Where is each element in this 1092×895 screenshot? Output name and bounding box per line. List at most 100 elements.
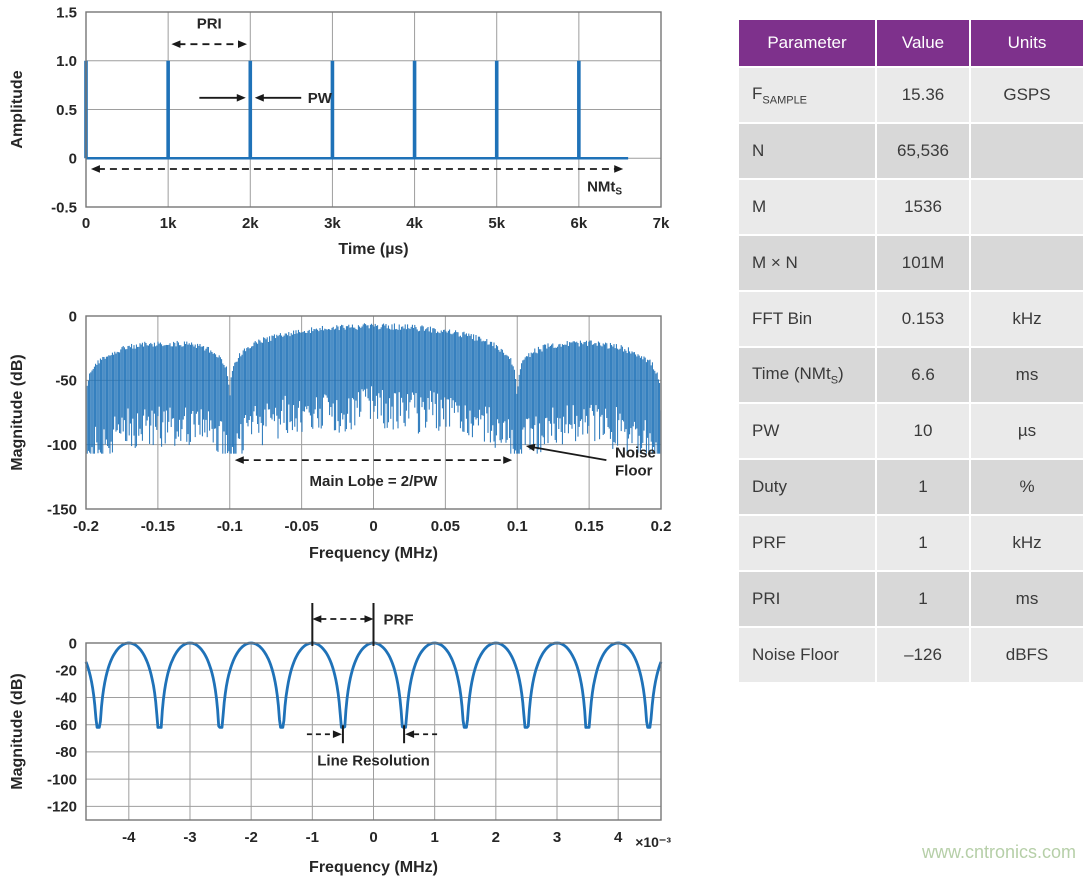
column-header-value: Value <box>877 20 969 66</box>
pulse-spectrum-svg: -0.2 -0.15 -0.1 -0.05 0 0.05 0.1 0.15 0.2 0 -50 -10… <box>9 308 672 562</box>
column-header-parameter: Parameter <box>739 20 875 66</box>
chart-pulse-spectrum: -0.2 -0.15 -0.1 -0.05 0 0.05 0.1 0.15 0.2 0 -50 -10… <box>6 296 706 588</box>
table-row: Time (NMtS) 6.6 ms <box>739 348 1083 402</box>
x-tick-label: 0 <box>369 518 377 535</box>
param-cell: PW <box>739 404 875 458</box>
x-tick-label: 0.15 <box>575 518 604 535</box>
annotations: PRI PW NMtS <box>90 16 624 197</box>
watermark: www.cntronics.com <box>921 842 1076 862</box>
annotation-label: NMtS <box>587 178 622 197</box>
value-cell: –126 <box>877 628 969 682</box>
param-cell: Duty <box>739 460 875 514</box>
y-tick-label: 1.0 <box>56 53 77 70</box>
x-tick-label: -1 <box>306 829 319 846</box>
x-tick-label: -0.1 <box>217 518 243 535</box>
table-row: PRI 1 ms <box>739 572 1083 626</box>
value-cell: 1 <box>877 516 969 570</box>
x-tick-label: 0 <box>82 215 90 232</box>
x-tick-label: 2k <box>242 215 259 232</box>
param-cell: PRI <box>739 572 875 626</box>
value-cell: 1 <box>877 572 969 626</box>
y-tick-label: -20 <box>55 662 77 679</box>
y-tick-label: -0.5 <box>51 199 77 216</box>
chart-pulse-train: 0 1k 2k 3k 4k 5k 6k 7k 1.5 1.0 0.5 0 -0.5 Time (µs) Am… <box>6 0 706 289</box>
value-cell: 10 <box>877 404 969 458</box>
arrowhead <box>364 615 374 623</box>
arrowhead <box>90 165 100 173</box>
x-tick-label: -0.2 <box>73 518 99 535</box>
value-cell: 1 <box>877 460 969 514</box>
value-cell: 1536 <box>877 180 969 234</box>
y-tick-label: -100 <box>47 437 77 454</box>
units-cell: kHz <box>971 292 1083 346</box>
subscript: SAMPLE <box>762 94 808 107</box>
y-tick-label: -50 <box>55 373 77 390</box>
y-tick-label: 0 <box>69 635 77 652</box>
x-tick-label: 1 <box>430 829 438 846</box>
table-row: Noise Floor –126 dBFS <box>739 628 1083 682</box>
pulse-spectrum-series <box>85 323 662 455</box>
arrowhead <box>614 165 624 173</box>
chart-spectral-lines: -4 -3 -2 -1 0 1 2 3 4 0 -20 -40 -60 -80 -100 -120 Freque… <box>6 588 706 893</box>
y-tick-label: 0.5 <box>56 102 77 119</box>
x-axis-label: Frequency (MHz) <box>309 859 438 876</box>
column-header-units: Units <box>971 20 1083 66</box>
x-tick-label: 0.05 <box>431 518 460 535</box>
y-tick-label: 0 <box>69 308 77 325</box>
parameter-table: Parameter Value Units FSAMPLE 15.36 GSPS N 65,5… <box>737 18 1085 684</box>
x-tick-label: 1k <box>160 215 177 232</box>
x-tick-label: 0.2 <box>651 518 672 535</box>
table-row: FSAMPLE 15.36 GSPS <box>739 68 1083 122</box>
y-tick-label: -60 <box>55 717 77 734</box>
table-row: PW 10 µs <box>739 404 1083 458</box>
units-cell: dBFS <box>971 628 1083 682</box>
units-cell <box>971 124 1083 178</box>
param-cell: PRF <box>739 516 875 570</box>
x-tick-label: -4 <box>122 829 136 846</box>
x-tick-label: 0 <box>369 829 377 846</box>
table-row: M 1536 <box>739 180 1083 234</box>
table-header-row: Parameter Value Units <box>739 20 1083 66</box>
param-cell: M <box>739 180 875 234</box>
y-tick-label: 1.5 <box>56 4 77 21</box>
arrowhead <box>405 730 415 739</box>
x-axis-label: Frequency (MHz) <box>309 545 438 562</box>
arrowhead <box>236 94 246 102</box>
plot-frame <box>85 11 662 208</box>
x-tick-label: 5k <box>488 215 505 232</box>
arrowhead <box>234 456 244 464</box>
tick-labels: -4 -3 -2 -1 0 1 2 3 4 0 -20 -40 -60 -80 -100 -120 <box>47 635 623 846</box>
x-tick-label: -0.15 <box>141 518 175 535</box>
units-cell: ms <box>971 572 1083 626</box>
param-cell: FSAMPLE <box>739 68 875 122</box>
table-row: Duty 1% <box>739 460 1083 514</box>
grid <box>86 642 661 820</box>
y-axis-label: Amplitude <box>9 70 26 148</box>
y-axis-label: Magnitude (dB) <box>9 673 26 789</box>
plot-frame <box>85 315 662 510</box>
x-tick-label: 4k <box>406 215 423 232</box>
subscript: S <box>830 374 839 387</box>
param-cell: FFT Bin <box>739 292 875 346</box>
units-cell: GSPS <box>971 68 1083 122</box>
arrowhead <box>525 443 536 452</box>
x-axis-label: Time (µs) <box>338 241 408 258</box>
value-cell: 0.153 <box>877 292 969 346</box>
table-row: M × N 101M <box>739 236 1083 290</box>
annotation-label: Main Lobe = 2/PW <box>310 473 439 490</box>
value-cell: 65,536 <box>877 124 969 178</box>
units-cell: kHz <box>971 516 1083 570</box>
table-row: N 65,536 <box>739 124 1083 178</box>
y-tick-label: -150 <box>47 501 77 518</box>
y-tick-label: -80 <box>55 744 77 761</box>
param-cell: M × N <box>739 236 875 290</box>
arrowhead <box>312 615 322 623</box>
units-cell <box>971 236 1083 290</box>
value-cell: 15.36 <box>877 68 969 122</box>
y-tick-label: -40 <box>55 690 77 707</box>
units-cell: % <box>971 460 1083 514</box>
tick-labels: 0 1k 2k 3k 4k 5k 6k 7k 1.5 1.0 0.5 0 -0.5 <box>51 4 670 232</box>
spectral-lines-svg: -4 -3 -2 -1 0 1 2 3 4 0 -20 -40 -60 -80 -100 -120 Freque… <box>9 603 671 876</box>
